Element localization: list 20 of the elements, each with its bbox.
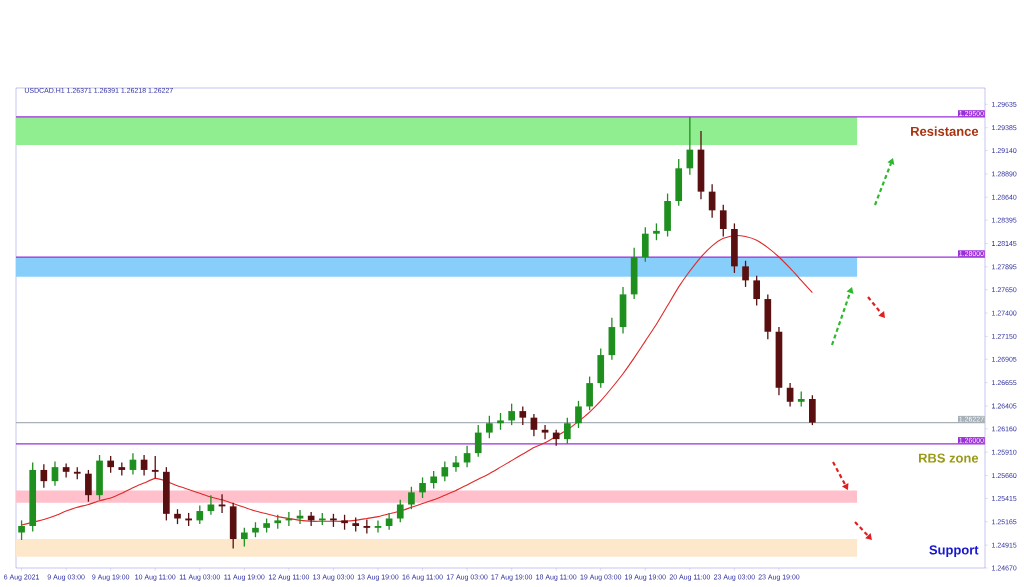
- candlestick: [29, 461, 37, 533]
- candlestick: [18, 519, 25, 541]
- candlestick: [229, 501, 237, 550]
- candlestick: [563, 417, 571, 445]
- candlestick: [519, 405, 527, 426]
- candlestick: [486, 415, 493, 439]
- candlestick: [396, 499, 404, 523]
- candlestick: [151, 455, 159, 479]
- candlestick: [764, 293, 772, 340]
- candlestick: [163, 466, 170, 522]
- text: Resistance: [911, 126, 979, 136]
- text: RBS zone: [918, 453, 979, 463]
- candlestick: [719, 204, 727, 238]
- text: Support: [929, 545, 979, 558]
- candlestick: [753, 275, 761, 307]
- candlestick: [597, 347, 605, 389]
- candlestick: [809, 394, 816, 426]
- candlestick: [664, 192, 671, 238]
- candlestick: [575, 400, 582, 429]
- candlestick: [675, 158, 683, 207]
